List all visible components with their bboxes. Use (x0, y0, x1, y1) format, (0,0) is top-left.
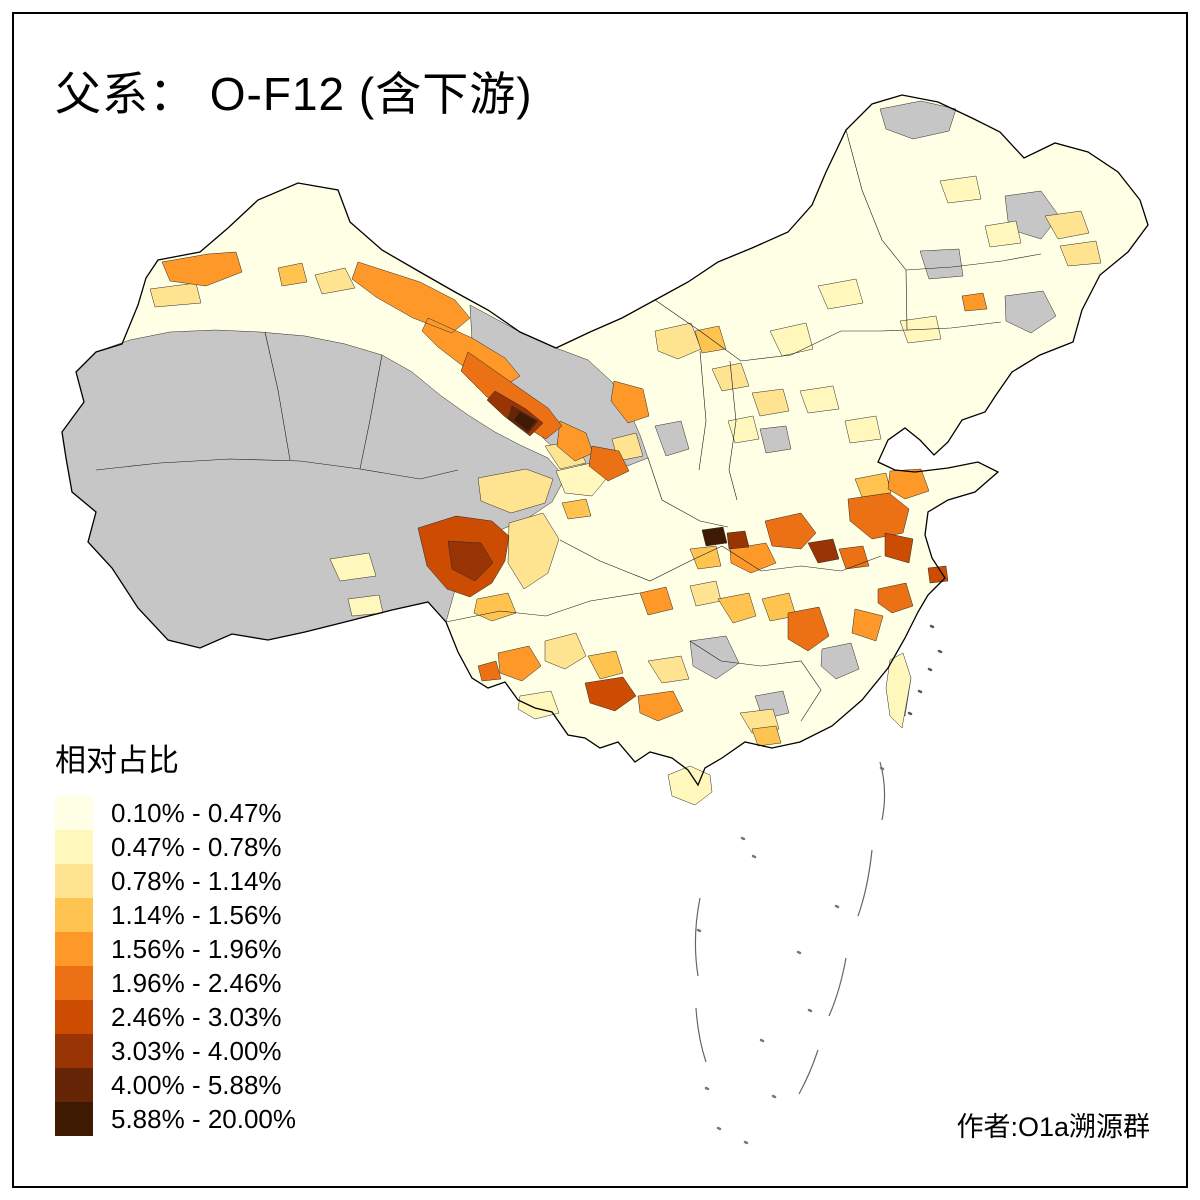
legend-label: 1.14% - 1.56% (111, 899, 282, 930)
legend-swatch (55, 864, 93, 898)
islet-dots (696, 766, 885, 1145)
legend-swatch (55, 830, 93, 864)
regions-class-1 (329, 175, 1022, 806)
map-title: 父系： O-F12 (含下游) (55, 68, 533, 120)
coastal-island-dots (907, 624, 943, 716)
legend-row: 0.10% - 0.47% (55, 796, 296, 830)
legend-row: 4.00% - 5.88% (55, 1068, 296, 1102)
legend-row: 1.56% - 1.96% (55, 932, 296, 966)
legend-row: 2.46% - 3.03% (55, 1000, 296, 1034)
regions-class-9 (513, 411, 728, 547)
province-boundaries (95, 129, 1042, 722)
sea-dash-lines (694, 761, 886, 1095)
national-border (61, 94, 1149, 787)
regions-class-3 (277, 262, 892, 747)
legend-swatch (55, 966, 93, 1000)
legend-label: 0.47% - 0.78% (111, 831, 282, 862)
legend-row: 0.78% - 1.14% (55, 864, 296, 898)
legend-row: 0.47% - 0.78% (55, 830, 296, 864)
regions-class-2 (149, 210, 1102, 734)
legend: 相对占比 0.10% - 0.47% 0.47% - 0.78% 0.78% -… (55, 735, 296, 1136)
legend-label: 3.03% - 4.00% (111, 1035, 282, 1066)
legend-swatch (55, 796, 93, 830)
legend-row: 1.96% - 2.46% (55, 966, 296, 1000)
legend-swatch (55, 1000, 93, 1034)
attribution-text: 作者:O1a溯源群 (956, 1112, 1150, 1142)
legend-label: 0.10% - 0.47% (111, 797, 282, 828)
legend-label: 1.96% - 2.46% (111, 967, 282, 998)
legend-row: 1.14% - 1.56% (55, 898, 296, 932)
regions-class-5 (460, 351, 914, 682)
legend-label: 5.88% - 20.00% (111, 1103, 297, 1134)
regions-class-7 (447, 390, 840, 582)
legend-swatch (55, 1102, 93, 1136)
legend-swatch (55, 1034, 93, 1068)
regions-class-6 (417, 515, 949, 712)
legend-label: 4.00% - 5.88% (111, 1069, 282, 1100)
legend-swatch (55, 898, 93, 932)
legend-label: 0.78% - 1.14% (111, 865, 282, 896)
legend-row: 3.03% - 4.00% (55, 1034, 296, 1068)
legend-swatch (55, 932, 93, 966)
legend-label: 1.56% - 1.96% (111, 933, 282, 964)
legend-swatch (55, 1068, 93, 1102)
legend-label: 2.46% - 3.03% (111, 1001, 282, 1032)
legend-row: 5.88% - 20.00% (55, 1102, 296, 1136)
legend-title: 相对占比 (55, 743, 179, 778)
